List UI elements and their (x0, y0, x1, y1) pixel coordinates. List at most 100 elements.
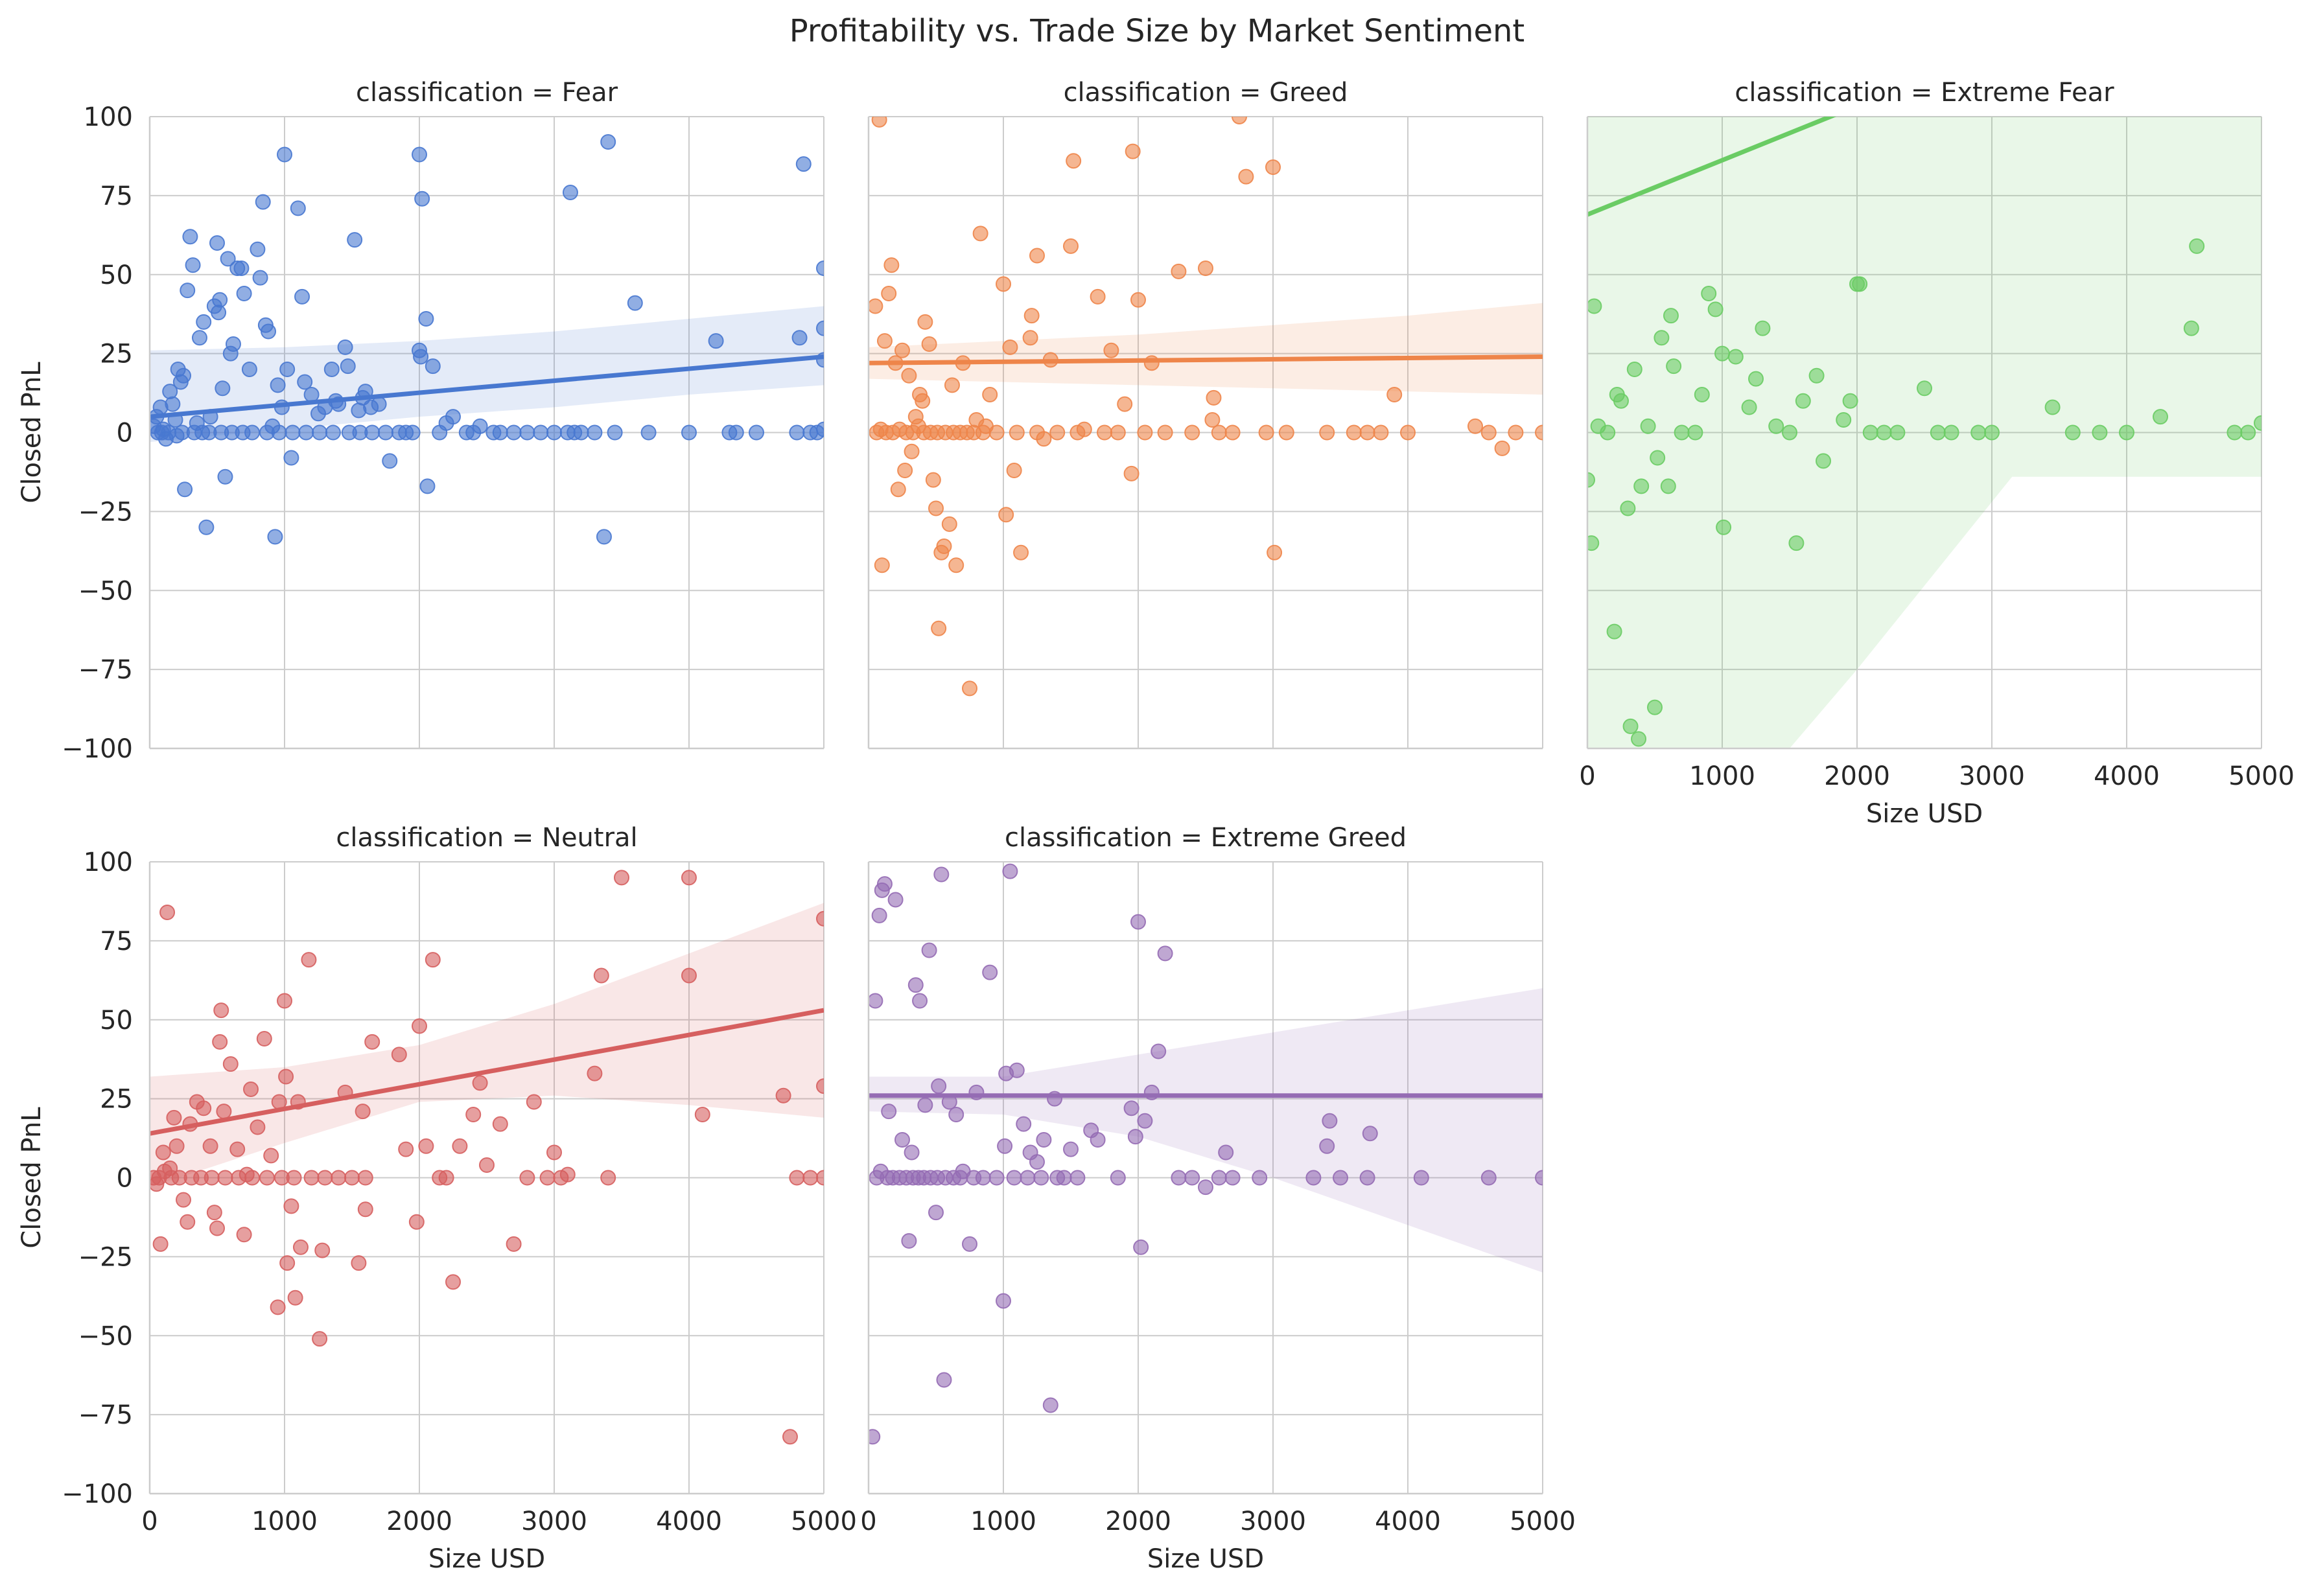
data-point (1029, 248, 1045, 264)
data-point (414, 191, 430, 207)
data-point (270, 377, 286, 393)
data-point (931, 620, 947, 636)
data-point (904, 443, 920, 459)
data-point (816, 320, 824, 336)
data-point (323, 362, 340, 377)
x-tick-label: 4000 (2094, 761, 2160, 791)
data-point (166, 1109, 182, 1126)
data-point (897, 463, 913, 478)
data-point (1002, 339, 1018, 355)
data-point (485, 424, 502, 441)
y-axis-label: Closed PnL (17, 362, 47, 503)
data-point (1535, 1170, 1543, 1186)
data-point (1620, 500, 1636, 516)
data-point (587, 1065, 603, 1081)
data-point (1707, 301, 1724, 318)
data-point (874, 557, 890, 573)
y-tick-label: 25 (100, 1085, 133, 1115)
y-tick-label: 50 (100, 1006, 133, 1035)
data-point (904, 1144, 920, 1161)
data-point (256, 1031, 272, 1047)
data-point (681, 967, 697, 984)
data-point (694, 1107, 710, 1122)
data-point (252, 270, 268, 286)
data-point (1319, 1138, 1335, 1154)
x-tick-label: 4000 (656, 1507, 722, 1536)
data-point (1013, 544, 1029, 561)
data-point (775, 1087, 791, 1104)
data-point (159, 905, 176, 920)
y-tick-label: 0 (117, 419, 133, 448)
data-point (250, 241, 266, 257)
data-point (1211, 424, 1227, 441)
data-point (871, 117, 887, 128)
data-point (244, 424, 261, 441)
plot-area (150, 870, 824, 1445)
panel-title: classification = Extreme Greed (1005, 823, 1407, 853)
data-point (871, 907, 887, 923)
data-point (196, 1100, 212, 1116)
data-point (975, 1170, 991, 1186)
data-point (250, 1119, 266, 1135)
data-point (1362, 1126, 1378, 1142)
data-point (1171, 263, 1187, 279)
data-point (1049, 424, 1066, 441)
data-point (1110, 424, 1126, 441)
x-axis-label: Size USD (1866, 799, 1983, 829)
data-point (1143, 355, 1160, 371)
data-point (243, 1081, 259, 1097)
data-point (1090, 288, 1106, 305)
data-point (1842, 393, 1858, 409)
data-point (988, 1170, 1005, 1186)
data-point (325, 424, 341, 441)
data-point (418, 311, 434, 327)
data-point (2044, 399, 2061, 415)
data-point (364, 424, 380, 441)
data-point (901, 367, 917, 384)
data-point (1009, 1062, 1025, 1078)
data-point (1917, 380, 1932, 397)
data-point (1755, 320, 1771, 336)
data-point (1278, 424, 1294, 441)
data-point (177, 481, 193, 498)
data-point (244, 1170, 261, 1186)
x-tick-label: 1000 (251, 1507, 318, 1536)
data-point (1066, 153, 1082, 169)
data-point (279, 362, 296, 377)
data-point (627, 295, 643, 311)
data-point (209, 1220, 225, 1236)
data-point (546, 424, 562, 441)
data-point (344, 1170, 360, 1186)
data-point (1876, 424, 1892, 441)
data-point (1020, 1170, 1036, 1186)
data-point (1097, 424, 1112, 441)
data-point (506, 1236, 522, 1252)
data-point (337, 339, 353, 355)
panel-title: classification = Fear (356, 78, 618, 108)
data-point (1694, 387, 1710, 402)
data-point (1103, 342, 1119, 358)
panel-4: classification = Extreme Greed 0 1000 2000 3… (860, 823, 1576, 1574)
data-point (445, 1274, 461, 1290)
data-point (1123, 465, 1139, 481)
data-point (1117, 396, 1133, 412)
data-point (479, 1157, 495, 1173)
data-point (155, 1144, 171, 1161)
x-tick-label: 2000 (1824, 761, 1890, 791)
data-point (212, 1034, 228, 1050)
data-point (1036, 1132, 1052, 1148)
data-point (876, 876, 893, 892)
data-point (255, 194, 271, 210)
data-point (640, 424, 657, 441)
data-point (297, 374, 313, 390)
x-axis-label: Size USD (428, 1544, 545, 1574)
data-point (562, 185, 578, 200)
data-point (180, 283, 196, 299)
data-point (212, 292, 228, 308)
data-point (982, 387, 998, 402)
data-point (413, 349, 429, 365)
x-tick-label: 0 (1579, 761, 1595, 791)
data-point (988, 424, 1005, 441)
data-point (1494, 440, 1510, 456)
y-tick-label: 0 (117, 1164, 133, 1194)
